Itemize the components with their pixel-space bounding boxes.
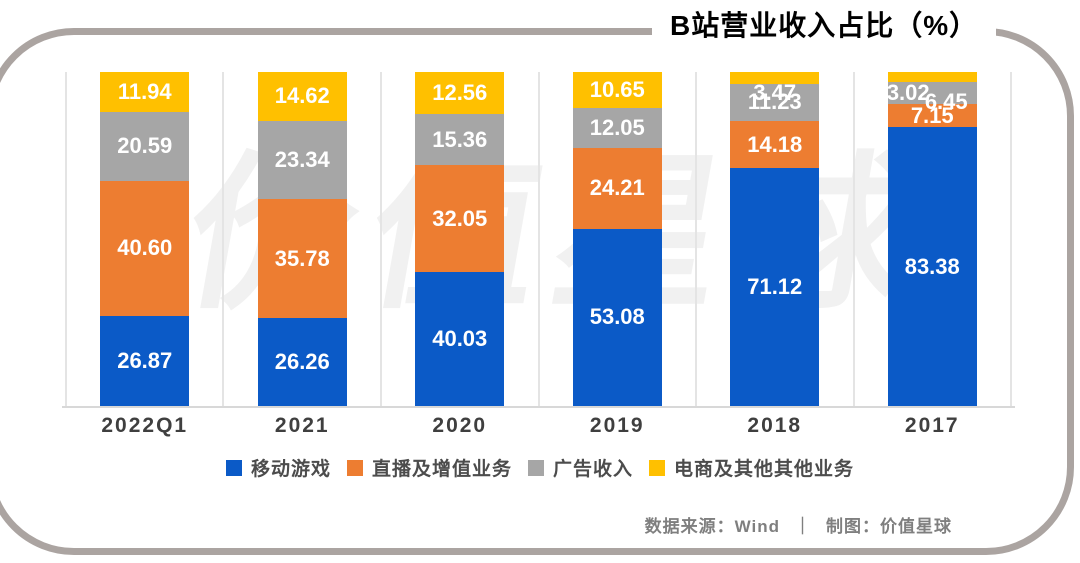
category-gridline: [222, 72, 225, 406]
bar-2019: 10.65 12.05 24.21 53.08: [572, 72, 662, 406]
bar-2017: 3.02 6.45 7.15 83.38: [887, 72, 977, 406]
segment-live-vas-2017: 7.15: [887, 102, 977, 128]
segment-mobile-games-2018: 71.12: [730, 168, 820, 406]
legend: 移动游戏 直播及增值业务 广告收入 电商及其他其他业务: [0, 454, 1080, 481]
value-label: 3.02: [886, 80, 930, 106]
value-label: 83.38: [904, 253, 960, 279]
value-label: 24.21: [589, 175, 645, 201]
bar-2021: 14.62 23.34 35.78 26.26: [257, 72, 347, 406]
segment-advertising-2022Q1: 20.59: [100, 111, 190, 181]
legend-item-mobile-games: 移动游戏: [225, 454, 331, 481]
legend-label-ecommerce-other: 电商及其他其他业务: [674, 459, 855, 480]
segment-ecommerce-other-2022Q1: 11.94: [100, 72, 190, 112]
x-axis-label-2021: 2021: [274, 414, 330, 437]
segment-ecommerce-other-2017: 3.02: [887, 72, 977, 104]
legend-item-live-vas: 直播及增值业务: [346, 454, 512, 481]
segment-ecommerce-other-2019: 10.65: [572, 72, 662, 108]
value-label: 20.59: [117, 133, 173, 159]
value-label: 7.15: [910, 102, 954, 128]
value-label: 3.47: [753, 79, 797, 105]
chart-credit-label: 制图：价值星球: [826, 517, 952, 536]
legend-swatch-mobile-games: [225, 459, 242, 476]
value-label: 40.03: [432, 326, 488, 352]
segment-mobile-games-2022Q1: 26.87: [100, 316, 190, 406]
x-axis-label-2018: 2018: [747, 414, 803, 437]
value-label: 26.87: [117, 348, 173, 374]
footer-credits: 数据来源：Wind ｜ 制图：价值星球: [645, 512, 952, 537]
category-gridline: [1010, 72, 1012, 406]
legend-item-ecommerce-other: 电商及其他其他业务: [649, 454, 854, 481]
segment-advertising-2019: 12.05: [572, 107, 662, 148]
value-label: 35.78: [274, 245, 330, 271]
category-gridline: [694, 72, 697, 406]
bar-2022Q1: 11.94 20.59 40.60 26.87: [100, 72, 190, 406]
value-label: 14.18: [747, 131, 803, 157]
category-gridline: [65, 72, 67, 406]
segment-advertising-2021: 23.34: [257, 120, 347, 199]
legend-swatch-live-vas: [346, 459, 363, 476]
segment-advertising-2020: 15.36: [415, 113, 505, 166]
segment-mobile-games-2019: 53.08: [572, 228, 662, 406]
chart-title: B站营业收入占比（%）: [652, 2, 997, 52]
x-axis-label-2022Q1: 2022Q1: [101, 414, 189, 437]
data-source-label: 数据来源：Wind: [644, 517, 780, 536]
x-axis-label-2020: 2020: [432, 414, 488, 437]
segment-advertising-2017: 6.45: [887, 82, 977, 112]
segment-mobile-games-2017: 83.38: [887, 127, 977, 406]
legend-item-advertising: 广告收入: [528, 454, 633, 481]
legend-swatch-advertising: [528, 459, 544, 476]
x-axis-label-2019: 2019: [589, 414, 645, 437]
category-gridline: [537, 72, 540, 406]
card-frame-border: [0, 28, 1074, 555]
value-label: 23.34: [274, 146, 330, 172]
legend-label-advertising: 广告收入: [553, 459, 634, 480]
x-axis-line: [62, 406, 1015, 408]
value-label: 14.62: [274, 83, 330, 109]
legend-label-live-vas: 直播及增值业务: [371, 459, 512, 480]
value-label: 15.36: [432, 126, 488, 152]
bar-2018: 3.47 11.23 14.18 71.12: [730, 72, 820, 406]
value-label: 11.23: [747, 89, 802, 115]
x-axis-label-2017: 2017: [904, 414, 960, 437]
value-label: 26.26: [274, 349, 330, 375]
footer-divider: ｜: [794, 517, 812, 536]
segment-live-vas-2018: 14.18: [730, 121, 820, 169]
segment-live-vas-2021: 35.78: [257, 198, 347, 319]
segment-live-vas-2022Q1: 40.60: [100, 180, 190, 317]
value-label: 12.05: [589, 114, 645, 140]
value-label: 40.60: [117, 235, 173, 261]
x-axis-labels: 2022Q1 2021 2020 2019 2018 2017: [66, 414, 1011, 438]
segment-mobile-games-2020: 40.03: [415, 272, 505, 406]
value-label: 71.12: [747, 274, 803, 300]
category-gridline: [852, 72, 855, 406]
segment-live-vas-2019: 24.21: [572, 147, 662, 229]
plot-area: 11.94 20.59 40.60 26.87 14.62 23.34 35.78 26.26…: [62, 72, 1015, 408]
value-label: 11.94: [117, 78, 172, 104]
bars-container: 11.94 20.59 40.60 26.87 14.62 23.34 35.78 26.26…: [66, 72, 1011, 406]
bar-2020: 12.56 15.36 32.05 40.03: [415, 72, 505, 406]
value-label: 53.08: [589, 304, 645, 330]
value-label: 6.45: [924, 88, 968, 114]
value-label: 12.56: [432, 79, 488, 105]
segment-live-vas-2020: 32.05: [415, 165, 505, 273]
segment-ecommerce-other-2021: 14.62: [257, 72, 347, 121]
value-label: 10.65: [589, 76, 645, 102]
legend-swatch-ecommerce-other: [649, 459, 666, 476]
segment-advertising-2018: 11.23: [730, 83, 820, 122]
segment-mobile-games-2021: 26.26: [257, 318, 347, 406]
category-gridline: [379, 72, 382, 406]
segment-ecommerce-other-2018: 3.47: [730, 72, 820, 103]
legend-label-mobile-games: 移动游戏: [250, 459, 331, 480]
value-label: 32.05: [432, 205, 488, 231]
segment-ecommerce-other-2020: 12.56: [415, 72, 505, 114]
